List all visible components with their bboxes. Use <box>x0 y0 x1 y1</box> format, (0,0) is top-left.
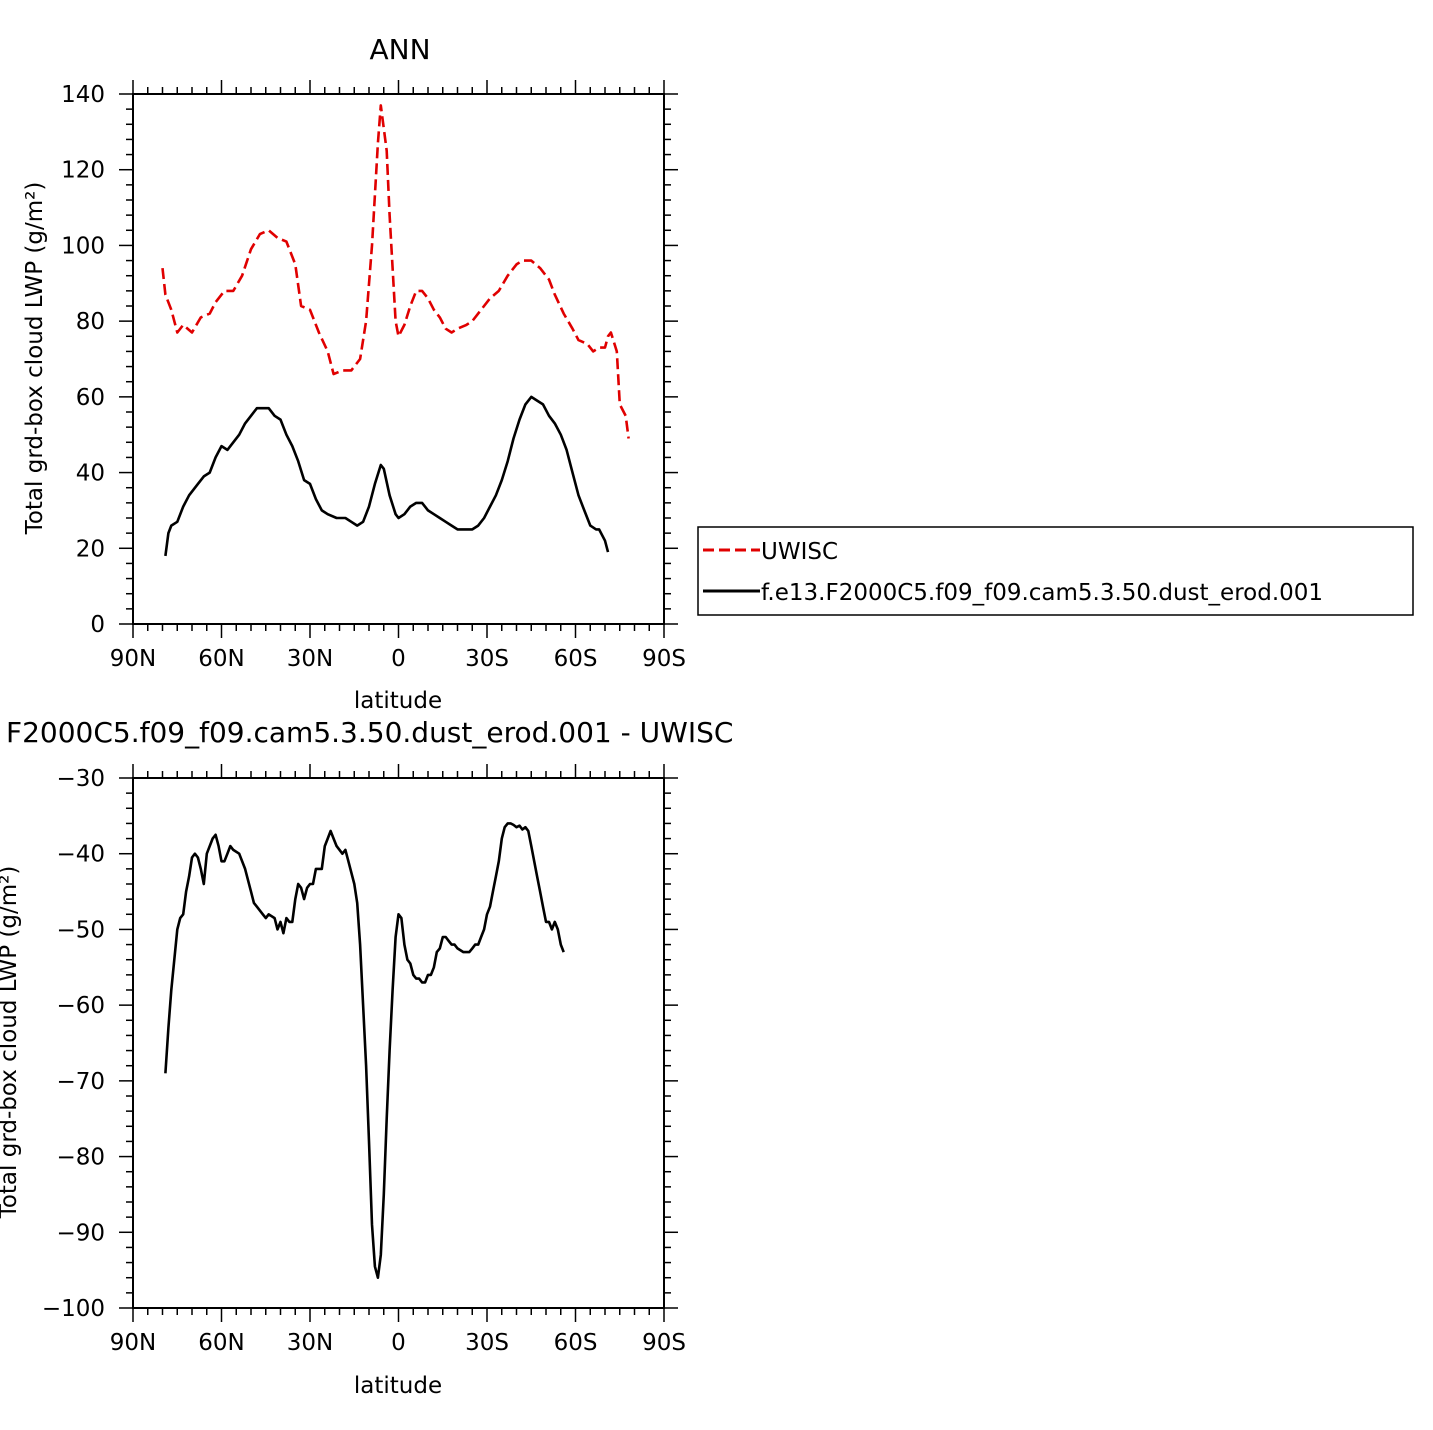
legend-label-uwisc: UWISC <box>761 539 838 565</box>
top-panel-x-tick-label: 30N <box>287 646 333 672</box>
top-panel-x-tick-label: 90S <box>642 646 686 672</box>
top-panel-x-tick-label: 90N <box>110 646 156 672</box>
bottom-panel-y-tick-label: −90 <box>56 1220 105 1246</box>
bottom-panel-y-tick-label: −50 <box>56 917 105 943</box>
top-panel-plot-frame <box>132 93 665 625</box>
uwisc-series-line <box>161 104 630 439</box>
top-panel-x-tick-label: 30S <box>465 646 509 672</box>
legend-box <box>697 526 1414 616</box>
legend-label-model: f.e13.F2000C5.f09_f09.cam5.3.50.dust_ero… <box>761 580 1323 606</box>
top-panel: ANN Total grd-box cloud LWP (g/m²) latit… <box>22 33 686 714</box>
bottom-panel-y-axis-label: Total grd-box cloud LWP (g/m²) <box>0 866 22 1220</box>
difference-series-line <box>164 822 565 1279</box>
bottom-panel-y-tick-label: −40 <box>56 842 105 868</box>
bottom-panel-y-tick-label: −80 <box>56 1145 105 1171</box>
top-panel-x-tick-label: 0 <box>391 646 406 672</box>
bottom-panel-y-tick-label: −30 <box>56 766 105 792</box>
model-series-line <box>164 395 610 557</box>
bottom-panel-x-tick-label: 60N <box>198 1330 244 1356</box>
bottom-panel-y-tick-label: −70 <box>56 1069 105 1095</box>
top-panel-x-axis-label: latitude <box>354 688 442 714</box>
bottom-panel-x-tick-label: 60S <box>554 1330 598 1356</box>
bottom-panel-x-tick-label: 90N <box>110 1330 156 1356</box>
bottom-panel: F2000C5.f09_f09.cam5.3.50.dust_erod.001 … <box>0 716 733 1399</box>
top-panel-y-tick-label: 140 <box>61 82 105 108</box>
top-panel-x-tick-label: 60N <box>198 646 244 672</box>
top-panel-y-axis-label: Total grd-box cloud LWP (g/m²) <box>22 182 48 536</box>
top-panel-title: ANN <box>369 33 430 66</box>
legend: UWISC f.e13.F2000C5.f09_f09.cam5.3.50.du… <box>697 526 1414 616</box>
bottom-panel-x-axis-label: latitude <box>354 1373 442 1399</box>
top-panel-y-tick-label: 100 <box>61 233 105 259</box>
bottom-panel-x-tick-label: 30S <box>465 1330 509 1356</box>
bottom-panel-y-tick-label: −60 <box>56 993 105 1019</box>
top-panel-y-tick-label: 20 <box>76 536 105 562</box>
bottom-panel-plot-frame <box>132 777 665 1309</box>
bottom-panel-title: F2000C5.f09_f09.cam5.3.50.dust_erod.001 … <box>6 716 733 749</box>
bottom-panel-y-tick-label: −100 <box>42 1296 105 1322</box>
top-panel-y-tick-label: 120 <box>61 158 105 184</box>
top-panel-y-tick-label: 40 <box>76 461 105 487</box>
bottom-panel-x-tick-label: 90S <box>642 1330 686 1356</box>
top-panel-x-tick-label: 60S <box>554 646 598 672</box>
bottom-panel-x-tick-label: 0 <box>391 1330 406 1356</box>
bottom-panel-x-tick-label: 30N <box>287 1330 333 1356</box>
top-panel-y-tick-label: 60 <box>76 385 105 411</box>
top-panel-y-tick-label: 80 <box>76 309 105 335</box>
top-panel-y-tick-label: 0 <box>90 612 105 638</box>
